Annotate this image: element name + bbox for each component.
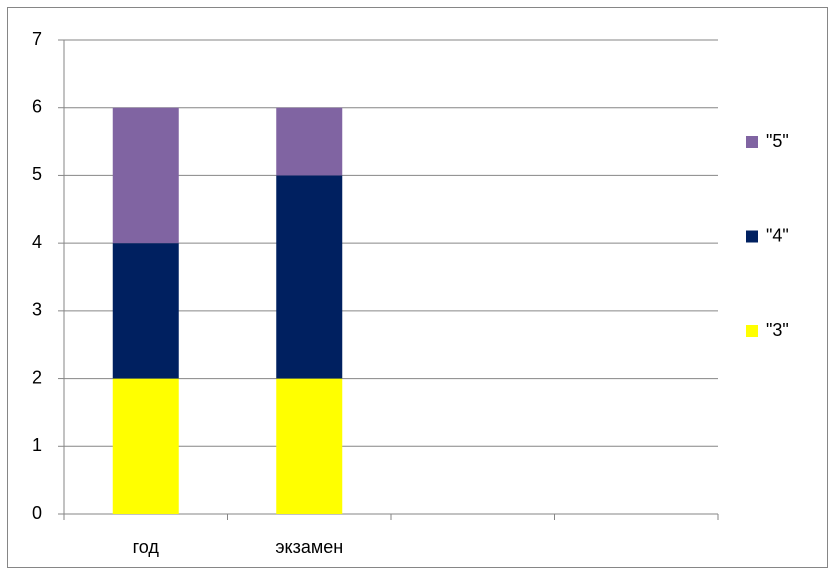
bar-segment <box>276 378 343 514</box>
bar-segment <box>112 243 179 379</box>
bar-segment <box>276 107 343 176</box>
bar-segment <box>112 107 179 244</box>
legend-swatch <box>746 136 758 148</box>
y-tick-label: 7 <box>32 29 42 49</box>
y-tick-label: 4 <box>32 232 42 252</box>
y-tick-label: 0 <box>32 503 42 523</box>
legend-swatch <box>746 230 758 243</box>
y-tick-label: 3 <box>32 300 42 320</box>
bar-segment <box>112 378 179 514</box>
legend-label: "4" <box>766 225 789 245</box>
legend-label: "3" <box>766 320 789 340</box>
y-tick-label: 6 <box>32 96 42 116</box>
legend-label: "5" <box>766 131 789 151</box>
y-tick-label: 5 <box>32 164 42 184</box>
legend-swatch <box>746 325 758 337</box>
x-tick-label: экзамен <box>275 537 343 557</box>
y-tick-label: 2 <box>32 367 42 387</box>
x-tick-label: год <box>133 537 160 557</box>
bar-segment <box>276 175 343 379</box>
y-tick-label: 1 <box>32 435 42 455</box>
